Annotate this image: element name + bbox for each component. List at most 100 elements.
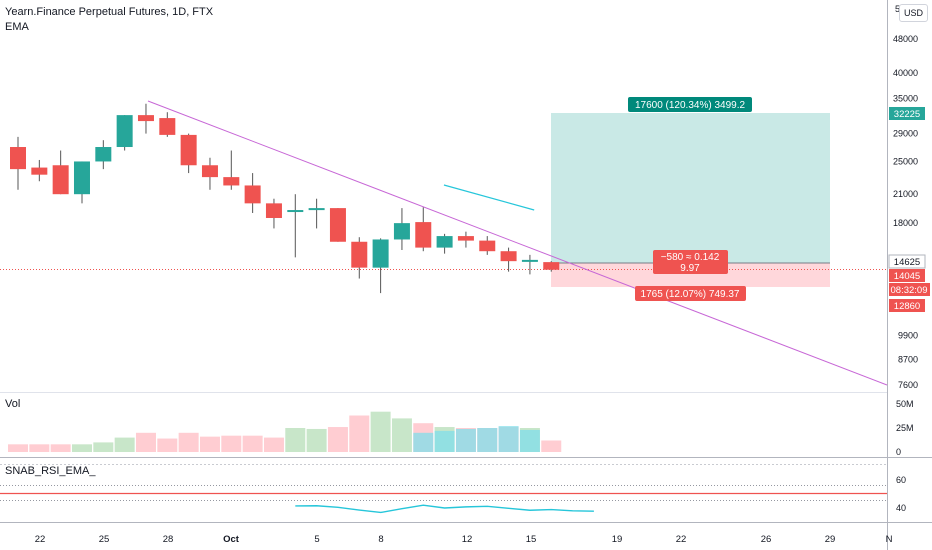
volume-bar [71, 444, 92, 452]
volume-bar [8, 444, 28, 452]
time-label: 12 [462, 534, 473, 545]
candle-body [372, 239, 389, 268]
candle-body [393, 223, 410, 240]
current-price-label: 14625 [888, 254, 926, 269]
time-label: N [886, 534, 893, 545]
candle-body [265, 203, 282, 218]
time-label: 19 [612, 534, 623, 545]
symbol-title[interactable]: Yearn.Finance Perpetual Futures, 1D, FTX [5, 6, 214, 18]
volume-overlay-bar [519, 429, 540, 452]
volume-bar [306, 428, 327, 452]
volume-bar [541, 440, 562, 452]
price-tick-label: 21000 [893, 189, 918, 199]
volume-bar [50, 444, 71, 452]
volume-bar [349, 415, 370, 452]
volume-bar [93, 442, 114, 452]
rsi-axis: 60 40 [896, 475, 906, 513]
candle-body [521, 259, 538, 262]
candle-body [180, 134, 197, 166]
candle-body [137, 115, 154, 122]
stop-info-label: 1765 (12.07%) 749.37 [635, 286, 746, 301]
volume-overlay-bar [413, 432, 434, 452]
target-price-label: 32225 [889, 107, 925, 120]
candle-body [73, 161, 90, 195]
svg-text:40: 40 [896, 503, 906, 513]
price-tick-label: 8700 [898, 355, 918, 365]
price-axis[interactable]: 48000 40000 35000 29000 25000 21000 18000 14625… [893, 34, 918, 390]
currency-button[interactable]: USD [899, 4, 928, 22]
price-tick-label: 25000 [893, 156, 918, 166]
price-tick-label: 29000 [893, 129, 918, 139]
candle-body [31, 167, 48, 175]
time-label: 5 [314, 534, 319, 545]
time-label: 28 [163, 534, 174, 545]
svg-text:08:32:09: 08:32:09 [891, 285, 928, 296]
time-label: 25 [99, 534, 110, 545]
candle-body [10, 147, 26, 170]
volume-bar [178, 432, 199, 452]
volume-bar [221, 435, 242, 452]
price-tick-label: 18000 [893, 218, 918, 228]
candle-body [351, 241, 368, 268]
volume-bar [285, 428, 306, 452]
candle-body [457, 236, 474, 241]
candle-body [244, 185, 261, 204]
ema-indicator-label[interactable]: EMA [5, 21, 29, 33]
last-price-label: 14045 [889, 269, 925, 282]
svg-text:1765 (12.07%) 749.37: 1765 (12.07%) 749.37 [641, 289, 740, 300]
candle-body [436, 236, 453, 248]
rsi-line [295, 504, 594, 514]
countdown-label: 08:32:09 [889, 283, 930, 296]
time-label: 22 [676, 534, 687, 545]
svg-text:17600 (120.34%) 3499.2: 17600 (120.34%) 3499.2 [635, 100, 746, 111]
time-label: 22 [35, 534, 46, 545]
time-label: 29 [825, 534, 836, 545]
volume-bar [114, 437, 135, 452]
candle-body [159, 118, 176, 135]
price-tick-label: 7600 [898, 380, 918, 390]
volume-axis: 50M 25M 0 [896, 399, 914, 457]
volume-pane-label[interactable]: Vol [5, 398, 21, 410]
stop-price-label: 12860 [889, 299, 925, 312]
volume-overlay-bar [455, 428, 476, 452]
price-tick-label: 35000 [893, 93, 918, 103]
svg-text:−580 ≈ 0.142: −580 ≈ 0.142 [661, 252, 720, 263]
svg-text:14045: 14045 [894, 271, 920, 282]
candle-body [201, 165, 218, 178]
rsi-pane-label[interactable]: SNAB_RSI_EMA_ [5, 465, 96, 477]
candle-body [500, 251, 517, 262]
volume-bar [199, 436, 220, 452]
profit-zone [551, 113, 830, 263]
candle-body [329, 208, 346, 242]
target-info-label: 17600 (120.34%) 3499.2 [628, 97, 752, 112]
candle-body [223, 177, 240, 186]
candle-body [52, 165, 69, 195]
volume-overlay-bar [477, 428, 498, 452]
time-label: 15 [526, 534, 537, 545]
candle-body [95, 147, 112, 162]
price-tick-label: 40000 [893, 68, 918, 78]
volume-overlay-bar [498, 426, 519, 452]
price-tick-label: 48000 [893, 34, 918, 44]
volume-bar [135, 432, 156, 452]
svg-text:32225: 32225 [894, 109, 920, 120]
position-center-label: −580 ≈ 0.142 9.97 [653, 250, 728, 274]
trend-line [147, 100, 888, 386]
volume-bar [327, 427, 348, 452]
candle-body [287, 210, 304, 213]
svg-text:12860: 12860 [894, 301, 920, 312]
candlestick-series [10, 103, 560, 294]
svg-text:14625: 14625 [894, 257, 920, 268]
long-position-tool[interactable] [551, 113, 830, 287]
time-axis[interactable]: 22 25 28 Oct 5 8 12 15 19 22 26 29 N [35, 534, 893, 545]
price-tick-label: 9900 [898, 330, 918, 340]
candle-body [116, 115, 133, 148]
rsi-levels [0, 464, 887, 501]
candle-body [479, 240, 496, 252]
svg-text:9.97: 9.97 [680, 263, 700, 274]
volume-overlay-bar [434, 430, 455, 452]
time-label: 26 [761, 534, 772, 545]
time-label: Oct [223, 534, 240, 545]
